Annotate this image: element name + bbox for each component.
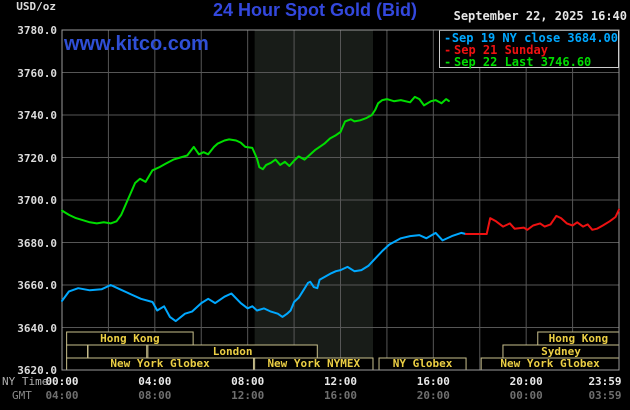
sep21-line [464, 208, 620, 235]
x-tick-ny: 12:00 [323, 375, 358, 388]
legend-dash-icon: - [444, 55, 452, 69]
y-tick-label: 3700.0 [17, 194, 57, 207]
x-tick-gmt: 20:00 [416, 389, 450, 402]
legend-label: Sep 19 NY close 3684.00 [451, 31, 618, 45]
x-tick-gmt: 03:59 [588, 389, 622, 402]
x-tick-ny: 23:59 [588, 375, 622, 388]
sep19-line [61, 231, 467, 323]
y-tick-label: 3660.0 [17, 279, 57, 292]
session-box [66, 344, 89, 359]
x-tick-ny: 08:00 [231, 375, 265, 388]
legend-item: - Sep 21 Sunday [444, 43, 618, 57]
sep22-line [61, 95, 450, 225]
ny-time-axis-label: NY Time [2, 375, 49, 388]
session-label: Hong Kong [100, 332, 160, 345]
session-label: NY Globex [393, 357, 453, 370]
session-label: Hong Kong [549, 332, 609, 345]
y-tick-label: 3620.0 [17, 364, 57, 377]
x-tick-gmt: 04:00 [45, 389, 79, 402]
x-tick-gmt: 08:00 [138, 389, 172, 402]
x-tick-gmt: 16:00 [323, 389, 358, 402]
y-axis-unit-label: USD/oz [16, 0, 56, 13]
session-label: New York NYMEX [267, 357, 360, 370]
y-tick-label: 3680.0 [17, 236, 57, 250]
session-label: New York Globex [500, 357, 600, 370]
session-label: London [213, 345, 253, 358]
x-tick-ny: 16:00 [416, 375, 450, 388]
y-tick-label: 3640.0 [17, 321, 57, 335]
timestamp: September 22, 2025 16:40 [453, 9, 627, 23]
legend-item: - Sep 19 NY close 3684.00 [444, 31, 618, 45]
legend-label: Sep 21 Sunday [454, 43, 548, 57]
plot-border [61, 29, 620, 371]
legend-label: Sep 22 Last 3746.60 [454, 55, 592, 69]
y-tick-label: 3780.0 [17, 24, 57, 37]
y-tick-label: 3760.0 [17, 66, 57, 80]
y-tick-label: 3740.0 [17, 109, 57, 122]
session-label: Sydney [541, 345, 581, 358]
gmt-axis-label: GMT [12, 389, 32, 402]
kitco-watermark-link[interactable]: www.kitco.com [64, 33, 209, 55]
y-tick-label: 3720.0 [17, 151, 57, 165]
legend-dash-icon: - [444, 43, 452, 57]
x-tick-gmt: 12:00 [231, 389, 265, 402]
x-tick-ny: 00:00 [45, 375, 79, 388]
legend-item: - Sep 22 Last 3746.60 [444, 55, 618, 69]
session-label: New York Globex [110, 357, 210, 370]
legend: - Sep 19 NY close 3684.00- Sep 21 Sunday - S… [439, 30, 619, 69]
chart-title: 24 Hour Spot Gold (Bid) [213, 0, 417, 20]
x-tick-gmt: 00:00 [509, 389, 543, 402]
legend-dash-icon: - [444, 31, 452, 45]
x-tick-ny: 20:00 [509, 375, 543, 388]
x-tick-ny: 04:00 [138, 375, 172, 388]
